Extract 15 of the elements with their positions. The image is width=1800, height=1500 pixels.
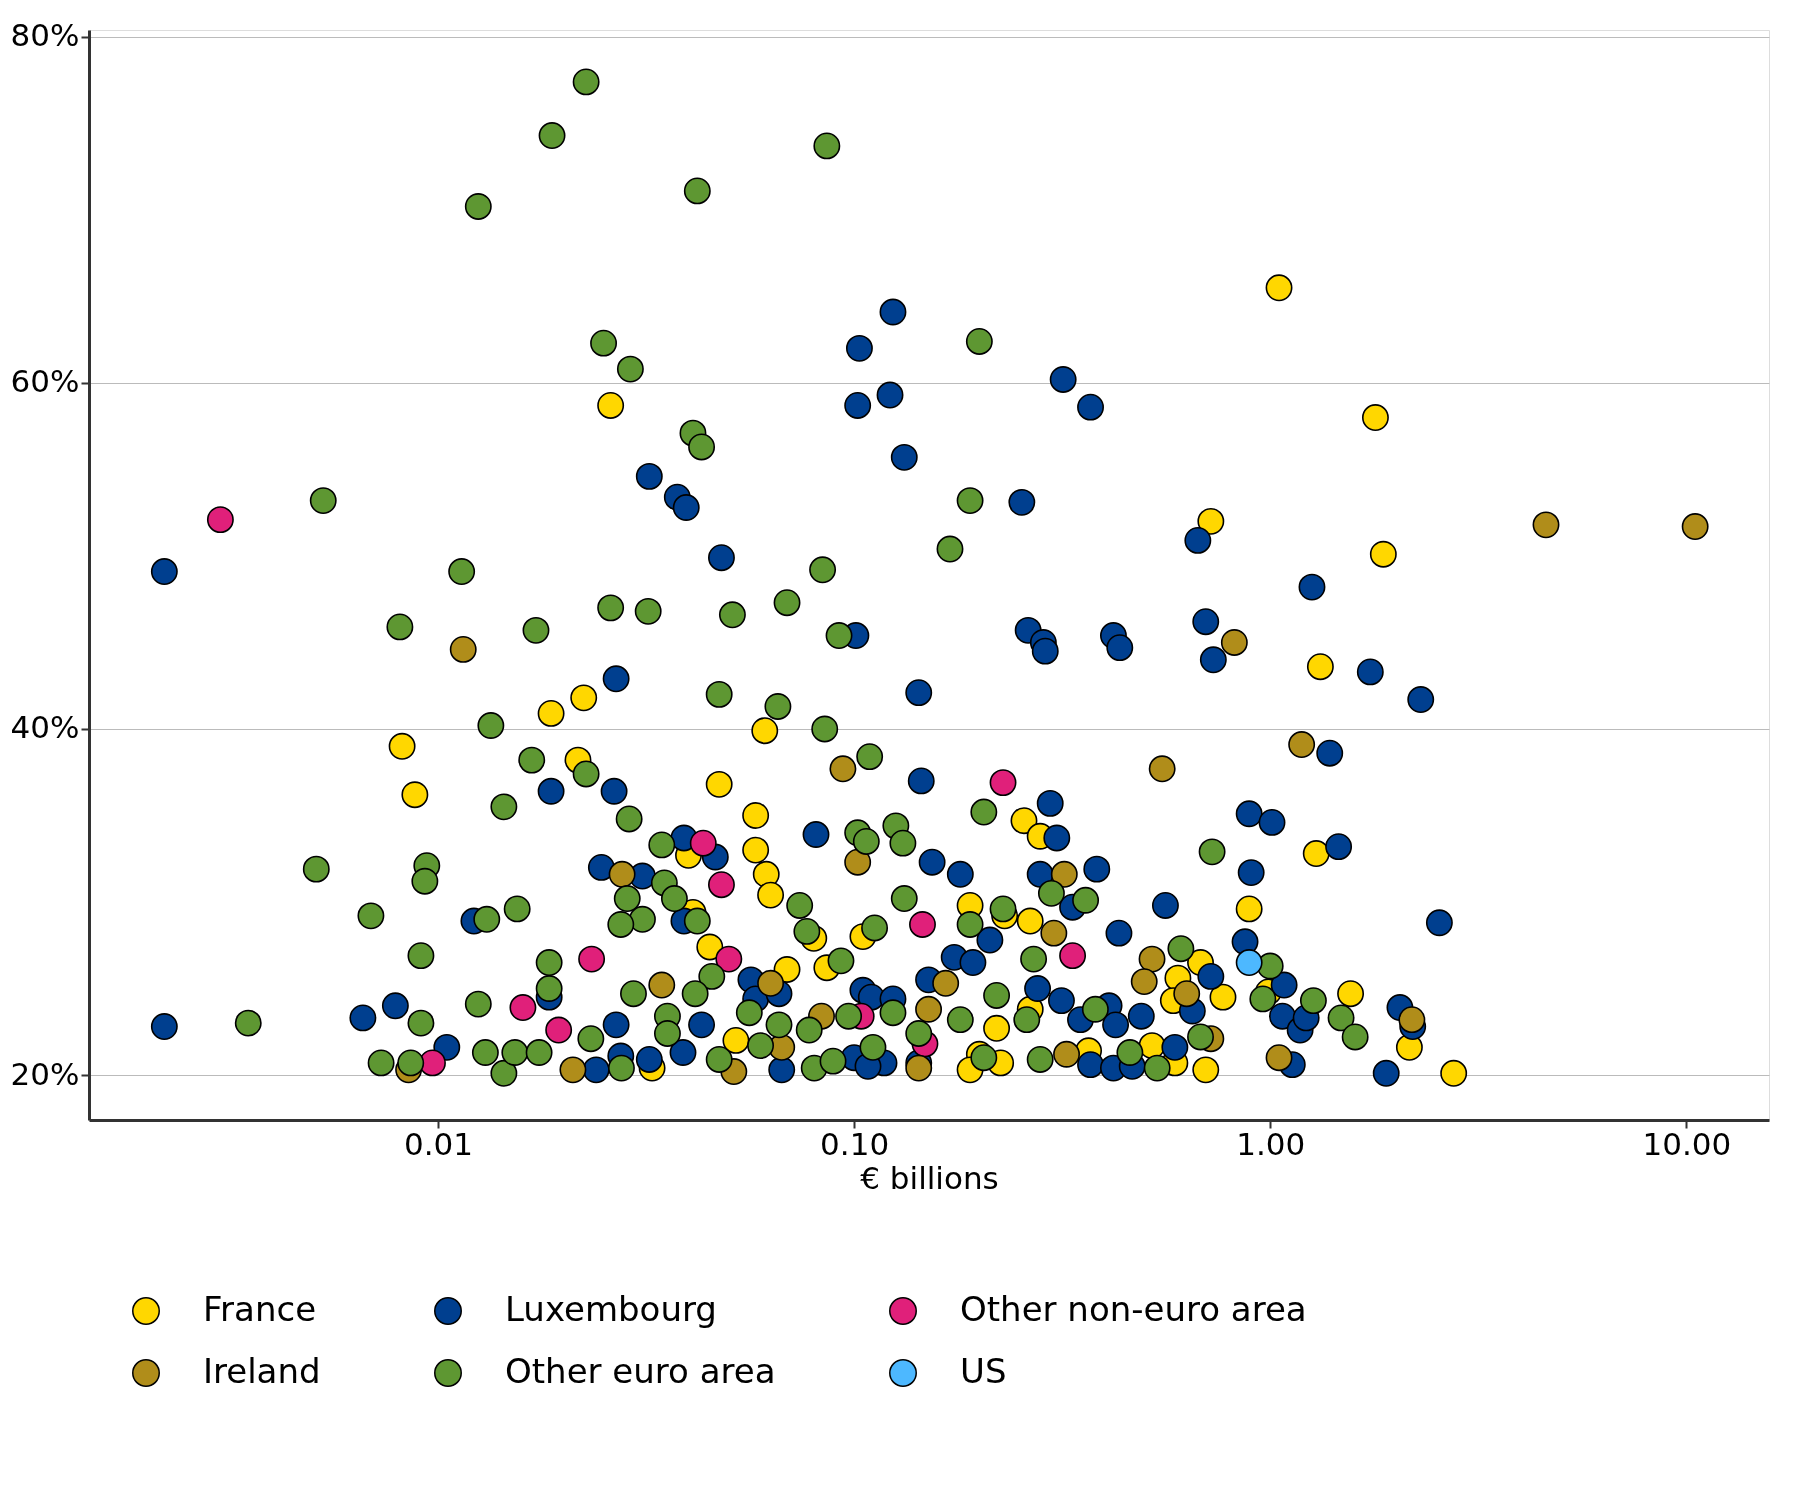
legend-label: US <box>960 1351 1007 1391</box>
legend-label: Other euro area <box>505 1351 776 1391</box>
legend-label: Other non-euro area <box>960 1289 1307 1329</box>
x-tick-label: 10.00 <box>1642 1125 1732 1162</box>
y-tick-label: 80% <box>10 17 80 54</box>
x-tick-label: 1.00 <box>1236 1125 1306 1162</box>
legend-label: France <box>203 1289 317 1329</box>
x-axis-title: € billions <box>860 1159 999 1196</box>
y-tick-label: 40% <box>10 709 80 746</box>
x-tick-label: 0.01 <box>403 1125 473 1162</box>
y-tick-label: 60% <box>10 363 80 400</box>
x-tick-label: 0.10 <box>820 1125 890 1162</box>
y-tick-label: 20% <box>10 1055 80 1092</box>
legend-label: Luxembourg <box>505 1289 717 1329</box>
legend-label: Ireland <box>203 1351 321 1391</box>
